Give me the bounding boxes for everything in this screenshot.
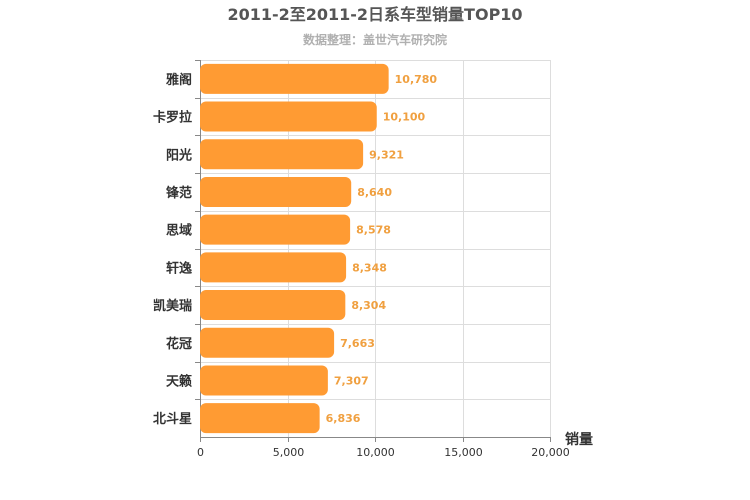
data-label: 8,348 [352, 261, 387, 274]
data-label: 6,836 [326, 412, 361, 425]
label-layer: 0 5,000 10,000 15,000 20,000 雅阁 10,780 卡罗拉 10,10… [153, 72, 570, 459]
category-label: 轩逸 [166, 260, 192, 276]
bar [200, 139, 364, 170]
data-label: 10,100 [383, 111, 426, 124]
x-axis-title: 销量 [565, 431, 593, 448]
data-label: 8,304 [351, 299, 386, 312]
data-label: 9,321 [369, 148, 404, 161]
bar [200, 214, 351, 245]
bar [200, 290, 346, 321]
x-tick-label: 0 [197, 446, 204, 459]
data-label: 8,578 [356, 224, 391, 237]
bar [200, 63, 389, 94]
category-label: 卡罗拉 [153, 110, 192, 126]
bar [200, 176, 352, 207]
category-label: 天籁 [166, 373, 192, 389]
category-label: 花冠 [166, 336, 192, 352]
data-label: 7,663 [340, 337, 375, 350]
data-label: 8,640 [357, 186, 392, 199]
chart-subtitle: 数据整理：盖世汽车研究院 [303, 32, 447, 47]
x-tick-label: 10,000 [356, 446, 395, 459]
category-label: 思域 [166, 223, 192, 239]
category-label: 雅阁 [166, 72, 192, 88]
category-label: 北斗星 [153, 412, 192, 427]
chart-title: 2011-2至2011-2日系车型销量TOP10 [227, 5, 522, 24]
bar [200, 327, 335, 358]
bar [200, 252, 347, 283]
bar-layer [200, 63, 389, 434]
category-label: 凯美瑞 [153, 298, 192, 314]
x-tick-label: 20,000 [531, 446, 570, 459]
bar [200, 403, 320, 434]
category-label: 阳光 [166, 147, 192, 163]
x-tick-label: 15,000 [444, 446, 483, 459]
data-label: 10,780 [395, 73, 438, 86]
x-tick-label: 5,000 [273, 446, 305, 459]
bar [200, 365, 328, 396]
data-label: 7,307 [334, 374, 369, 387]
category-label: 锋范 [166, 185, 192, 201]
bar [200, 101, 377, 132]
